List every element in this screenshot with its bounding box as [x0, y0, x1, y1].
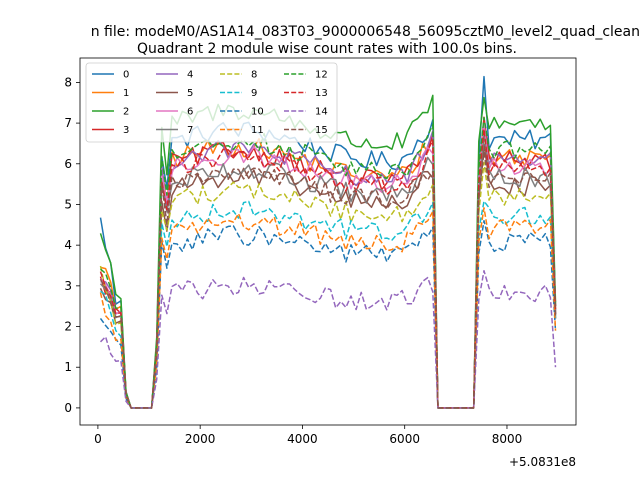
x-tick-label: 8000 — [492, 432, 523, 446]
series-line-7 — [99, 133, 557, 409]
series-line-13 — [99, 128, 557, 409]
figure-suptitle: n file: modeM0/AS1A14_083T03_9000006548_… — [91, 24, 640, 40]
legend-label-10: 10 — [251, 107, 264, 118]
series-line-12 — [100, 116, 557, 409]
series-line-14 — [99, 270, 557, 409]
legend-label-14: 14 — [315, 107, 328, 118]
x-axis: 0 2000 4000 6000 8000 — [94, 425, 522, 446]
legend-label-8: 8 — [251, 70, 257, 81]
y-tick-label: 7 — [64, 116, 72, 130]
series-line-11 — [99, 207, 557, 409]
y-tick-label: 1 — [64, 360, 72, 374]
legend-label-9: 9 — [251, 88, 257, 99]
legend-label-3: 3 — [123, 125, 129, 136]
chart-title: Quadrant 2 module wise count rates with … — [137, 41, 517, 57]
legend-label-6: 6 — [187, 107, 193, 118]
legend-frame — [85, 62, 338, 143]
y-tick-label: 5 — [64, 197, 72, 211]
axes-frame — [79, 57, 577, 426]
y-tick-label: 6 — [64, 157, 72, 171]
legend-label-2: 2 — [123, 107, 129, 118]
legend-label-13: 13 — [315, 88, 328, 99]
y-axis: 0 1 2 3 4 5 6 7 8 — [64, 75, 80, 415]
legend-label-12: 12 — [315, 70, 328, 81]
legend-label-15: 15 — [315, 125, 328, 136]
y-tick-label: 2 — [64, 320, 72, 334]
x-tick-label: 4000 — [287, 432, 318, 446]
x-offset-label: +5.0831e8 — [509, 455, 576, 469]
legend-label-5: 5 — [187, 88, 193, 99]
x-tick-label: 6000 — [389, 432, 420, 446]
legend-label-1: 1 — [123, 88, 129, 99]
x-tick-label: 0 — [94, 432, 102, 446]
legend-label-0: 0 — [123, 70, 129, 81]
legend-label-11: 11 — [251, 125, 264, 136]
y-tick-label: 3 — [64, 279, 72, 293]
legend-label-4: 4 — [187, 70, 193, 81]
y-tick-label: 8 — [64, 75, 72, 89]
y-tick-label: 4 — [64, 238, 72, 252]
x-tick-label: 2000 — [185, 432, 216, 446]
y-tick-label: 0 — [64, 401, 72, 415]
legend-label-7: 7 — [187, 125, 193, 136]
series-line-8 — [99, 161, 557, 409]
series-line-10 — [99, 220, 557, 409]
series-line-15 — [99, 151, 557, 409]
